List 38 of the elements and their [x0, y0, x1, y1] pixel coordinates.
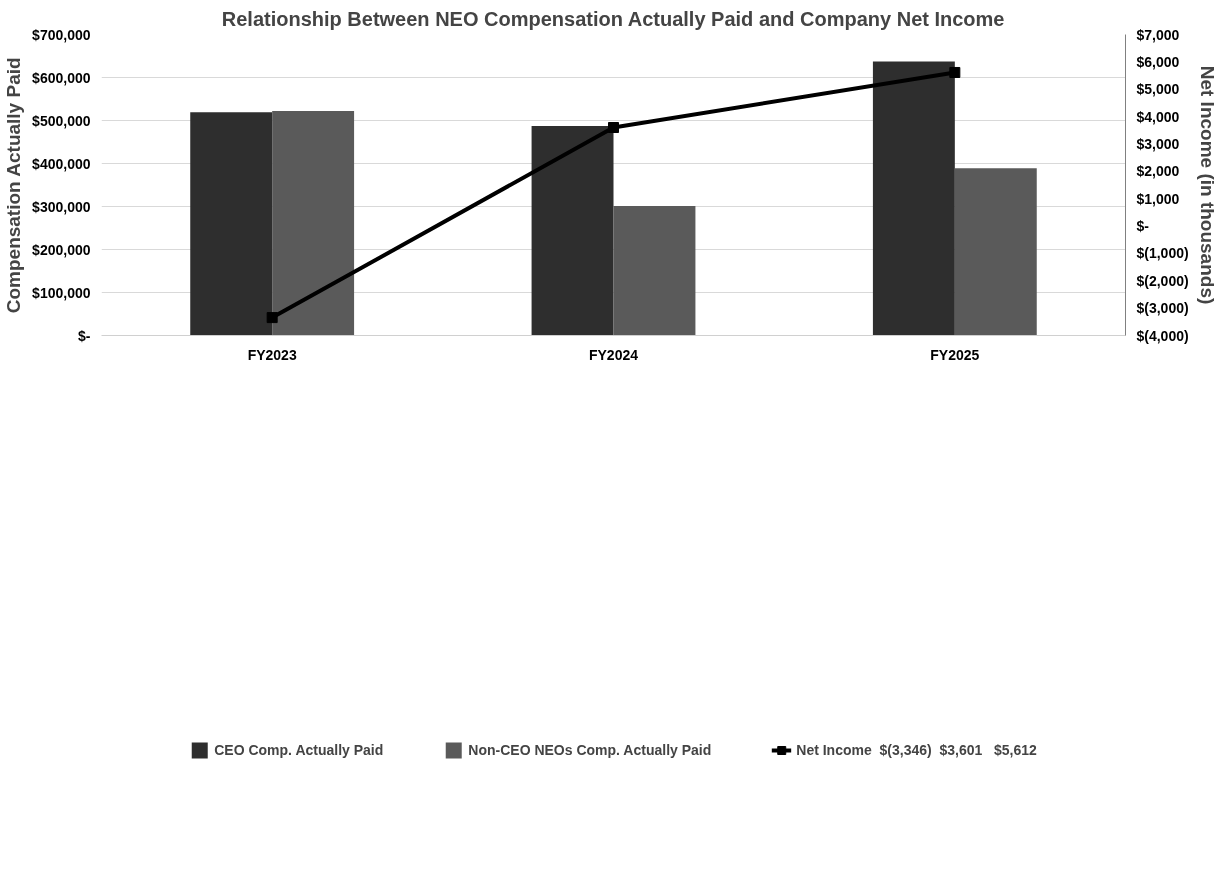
chart-title: Relationship Between NEO Compensation Actually Paid and Company Net Income	[221, 7, 1005, 30]
y-tick-label: $600,000	[32, 69, 91, 86]
y2-tick-label: $5,000	[1136, 81, 1180, 98]
y-tick-label: $200,000	[32, 241, 91, 258]
y2-tick-label: $(2,000)	[1136, 272, 1189, 289]
y-axis-title: Compensation Actually Paid	[3, 57, 25, 314]
y-tick-label: $300,000	[32, 198, 91, 215]
point	[266, 312, 278, 324]
x-tick-label: FY2024	[588, 346, 639, 363]
bar	[613, 206, 696, 336]
bar	[531, 126, 614, 336]
y2-tick-label: $6,000	[1136, 53, 1180, 70]
legend-label: Non-CEO NEOs Comp. Actually Paid	[468, 742, 712, 758]
bar	[954, 168, 1037, 336]
y2-tick-label: $1,000	[1136, 190, 1180, 207]
x-tick-label: FY2025	[930, 346, 980, 363]
bar	[190, 112, 273, 336]
y2-tick-label: $3,000	[1136, 135, 1180, 152]
y2-tick-label: $(1,000)	[1136, 245, 1189, 262]
y2-tick-label: $4,000	[1136, 108, 1180, 125]
point	[949, 66, 961, 78]
y-tick-label: $100,000	[32, 284, 91, 301]
legend-label: Net Income $(3,346) $3,601 $5,612	[796, 742, 1037, 758]
point	[608, 122, 619, 134]
bar	[272, 111, 355, 336]
y-tick-label: $500,000	[32, 112, 91, 129]
y-tick-label: $-	[78, 327, 91, 344]
y2-axis-title: Net Income (in thousands)	[1196, 65, 1218, 305]
y2-tick-label: $(4,000)	[1136, 327, 1189, 344]
x-tick-label: FY2023	[247, 346, 297, 363]
y2-tick-label: $(3,000)	[1136, 300, 1189, 317]
y2-tick-label: $7,000	[1136, 26, 1180, 43]
y-tick-label: $400,000	[32, 155, 91, 172]
y2-tick-label: $2,000	[1136, 163, 1180, 180]
bar	[872, 61, 955, 336]
y2-tick-label: $-	[1136, 218, 1150, 235]
y-tick-label: $700,000	[32, 26, 91, 43]
legend-label: CEO Comp. Actually Paid	[214, 742, 384, 758]
